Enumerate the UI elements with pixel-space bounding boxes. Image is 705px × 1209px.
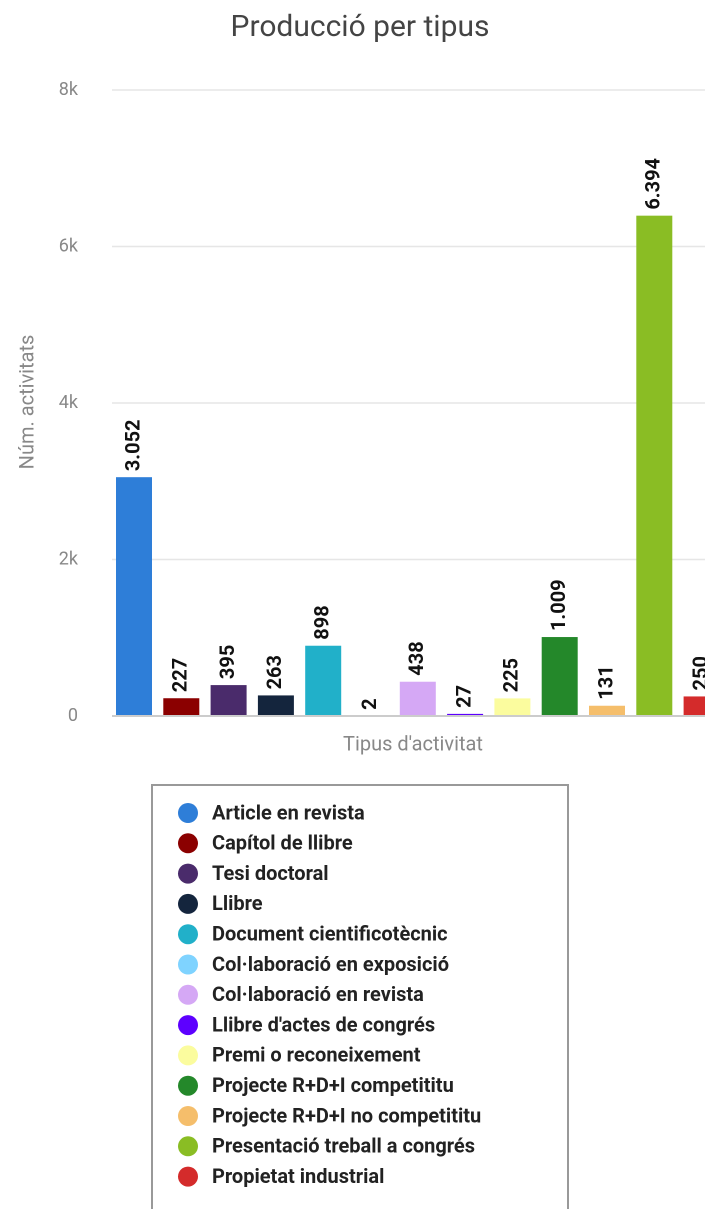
chart-title: Producció per tipus [231, 9, 490, 44]
legend-marker [178, 833, 198, 854]
legend-marker [178, 893, 198, 914]
y-tick-label: 6k [59, 235, 79, 256]
legend-label: Llibre [212, 891, 263, 915]
value-label: 227 [168, 658, 192, 692]
bar [494, 698, 531, 716]
legend-label: Col·laboració en revista [212, 982, 424, 1006]
legend-label: Col·laboració en exposició [212, 952, 449, 976]
value-label: 898 [309, 605, 333, 639]
legend-marker [178, 1015, 198, 1036]
legend-marker [178, 1136, 198, 1157]
bar [636, 215, 673, 716]
bar [305, 645, 342, 716]
value-label: 27 [451, 685, 475, 708]
bar [399, 681, 436, 716]
value-label: 1.009 [546, 579, 570, 631]
legend-marker [178, 1166, 198, 1187]
value-label: 3.052 [120, 419, 144, 471]
bar [163, 698, 200, 716]
value-label: 225 [499, 658, 523, 692]
bar [116, 477, 152, 716]
legend-marker [178, 863, 198, 884]
legend-marker [178, 1106, 198, 1126]
bar [589, 705, 625, 716]
legend-label: Article en revista [212, 800, 365, 824]
value-label: 2 [357, 698, 381, 709]
legend-marker [178, 1045, 198, 1066]
y-tick-label: 2k [59, 548, 79, 569]
y-tick-label: 4k [59, 392, 79, 413]
legend-label: Document cientificotècnic [212, 921, 448, 945]
legend-label: Tesi doctoral [212, 861, 329, 885]
bar [210, 685, 247, 716]
bar [447, 713, 484, 716]
legend-label: Llibre d'actes de congrés [212, 1012, 435, 1036]
bar [257, 695, 294, 716]
value-label: 250 [688, 656, 705, 690]
legend-box [151, 784, 569, 1209]
legend-label: Projecte R+D+I competititu [212, 1073, 454, 1097]
y-tick-label: 8k [59, 79, 79, 100]
legend-label: Propietat industrial [212, 1164, 384, 1188]
legend-marker [178, 984, 198, 1005]
legend-label: Premi o reconeixement [212, 1043, 421, 1067]
x-axis-label: Tipus d'activitat [343, 731, 483, 755]
legend-label: Capítol de llibre [212, 831, 353, 855]
legend-marker [178, 803, 198, 823]
value-label: 438 [404, 641, 428, 675]
legend-marker [178, 924, 198, 945]
legend-marker [178, 954, 198, 975]
bar [683, 696, 705, 716]
y-tick-label: 0 [68, 705, 78, 726]
legend-label: Projecte R+D+I no competititu [212, 1103, 481, 1127]
bar [541, 637, 578, 716]
value-label: 6.394 [641, 158, 665, 210]
legend-marker [178, 1075, 198, 1096]
legend-label: Presentació treball a congrés [212, 1134, 475, 1158]
y-axis-label: Núm. activitats [14, 335, 38, 470]
value-label: 131 [593, 665, 617, 699]
value-label: 263 [262, 655, 286, 689]
value-label: 395 [215, 645, 239, 679]
